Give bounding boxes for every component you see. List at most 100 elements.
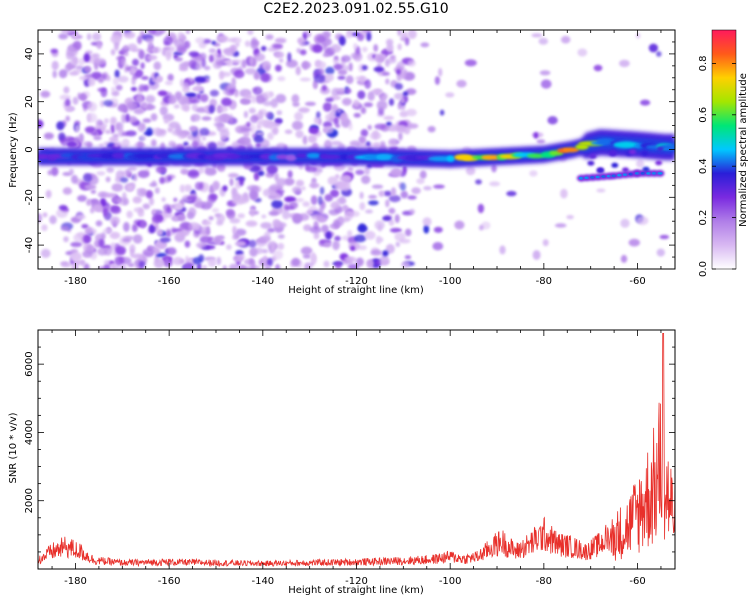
speckle (398, 132, 403, 141)
speckle (195, 37, 206, 44)
speckle (233, 69, 245, 79)
chart-title: C2E2.2023.091.02.55.G10 (263, 1, 449, 17)
speckle (137, 123, 146, 132)
colorbar-label: Normalized spectral amplitude (738, 73, 749, 227)
speckle (390, 168, 403, 177)
speckle (212, 180, 220, 191)
speckle (346, 30, 353, 35)
speckle (92, 32, 102, 41)
speckle (358, 76, 366, 83)
speckle (243, 130, 250, 137)
speckle (267, 132, 274, 140)
speckle (330, 44, 342, 53)
speckle (70, 251, 82, 262)
colorbar-tick-label: 0.8 (698, 55, 709, 71)
speckle (388, 195, 401, 203)
speckle (159, 106, 168, 116)
speckle (341, 55, 351, 63)
speckle (125, 130, 137, 137)
speckle (298, 36, 306, 47)
speckle (339, 181, 351, 192)
speckle (382, 215, 392, 221)
speckle (161, 197, 166, 202)
speckle (577, 48, 588, 57)
speckle (50, 48, 58, 54)
speckle (319, 186, 325, 195)
ridge-blob (226, 153, 242, 160)
speckle (536, 139, 546, 144)
speckle (411, 187, 421, 195)
speckle (136, 188, 146, 193)
speckle (211, 208, 220, 213)
ridge-blob (641, 150, 649, 156)
speckle (114, 44, 119, 51)
speckle (395, 241, 401, 248)
speckle (255, 142, 262, 148)
speckle (184, 240, 191, 248)
speckle (285, 59, 298, 68)
speckle (376, 100, 388, 111)
speckle (284, 177, 295, 186)
speckle (75, 65, 84, 70)
speckle (163, 36, 174, 46)
speckle (333, 55, 339, 60)
speckle (291, 120, 304, 131)
speckle (323, 43, 328, 51)
speckle (84, 126, 96, 133)
speckle (112, 76, 119, 86)
speckle (42, 212, 48, 218)
speckle (268, 210, 279, 216)
speckle (65, 51, 75, 60)
speckle (257, 170, 265, 176)
y-tick-label: -20 (24, 189, 35, 205)
colorbar-frame (711, 29, 737, 270)
speckle (109, 231, 121, 240)
speckle (128, 116, 138, 124)
speckle (153, 61, 162, 71)
speckle (364, 230, 376, 240)
speckle (94, 57, 106, 66)
speckle (92, 204, 103, 212)
speckle (148, 197, 155, 206)
speckle (279, 58, 284, 63)
x-tick-label: -100 (439, 576, 462, 587)
speckle (52, 70, 57, 79)
speckle (133, 207, 144, 213)
speckle (231, 199, 244, 205)
ridge-blob (656, 146, 664, 152)
speckle (317, 195, 323, 205)
speckle (123, 31, 136, 39)
speckle (153, 258, 165, 269)
speckle (127, 184, 134, 192)
speckle (194, 197, 203, 208)
speckle (339, 112, 348, 123)
speckle (114, 69, 120, 79)
speckle (115, 84, 123, 91)
speckle (134, 142, 146, 149)
speckle (250, 207, 255, 217)
speckle (407, 30, 417, 40)
speckle (390, 187, 397, 197)
speckle (213, 236, 222, 244)
speckle (385, 243, 395, 254)
speckle (191, 103, 198, 112)
speckle (147, 41, 154, 49)
speckle (77, 195, 87, 202)
speckle (125, 113, 130, 123)
speckle (103, 207, 108, 217)
speckle (635, 32, 641, 39)
speckle (388, 219, 395, 226)
speckle (400, 98, 405, 104)
speckle (127, 166, 137, 172)
snr-x-ticks: -180 -160 -140 -120 -100 -80 -60 (51, 330, 662, 587)
speckle (188, 207, 197, 217)
speckle (114, 142, 119, 148)
speckle (373, 44, 379, 52)
speckle (316, 111, 321, 119)
speckle (110, 123, 115, 134)
speckle (325, 231, 332, 240)
speckle (366, 259, 374, 268)
speckle (368, 200, 379, 206)
speckle (285, 205, 295, 210)
speckle (361, 46, 368, 53)
